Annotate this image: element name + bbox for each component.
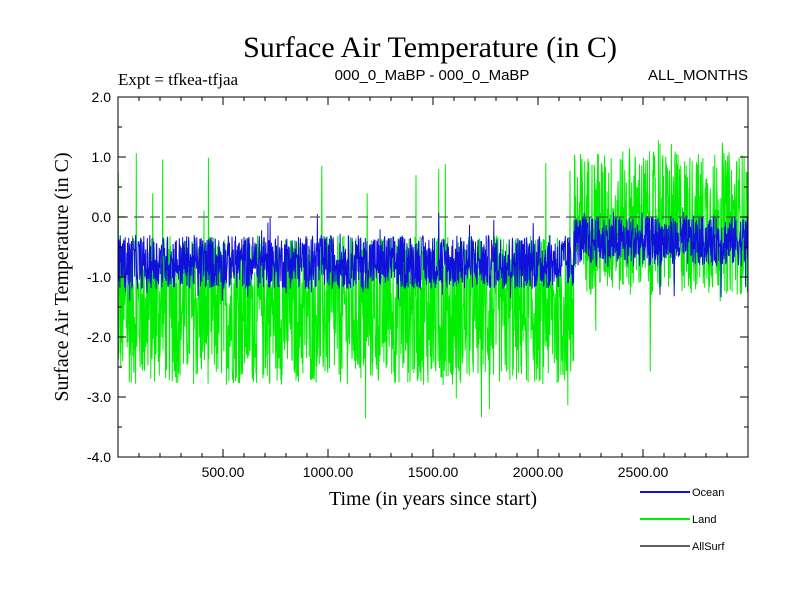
legend-label-allsurf: AllSurf: [692, 541, 725, 553]
y-tick-label: 2.0: [92, 89, 112, 105]
series-layer: [118, 140, 748, 419]
y-tick-label: -1.0: [87, 269, 111, 285]
ticks-layer: 500.00 1000.00 1500.00 2000.00 2500.00 2.0 1.0…: [87, 89, 748, 480]
legend-label-land: Land: [692, 514, 716, 526]
x-tick-label: 1000.00: [303, 464, 354, 480]
x-tick-label: 2500.00: [618, 464, 669, 480]
y-tick-label: -3.0: [87, 389, 111, 405]
x-tick-label: 1500.00: [408, 464, 459, 480]
y-tick-label: -2.0: [87, 329, 111, 345]
chart-subtitle-right: ALL_MONTHS: [648, 67, 748, 84]
chart-subtitle-left: Expt = tfkea-tfjaa: [118, 70, 238, 89]
x-axis-label: Time (in years since start): [329, 488, 537, 510]
chart-subtitle-center: 000_0_MaBP - 000_0_MaBP: [335, 67, 530, 84]
x-tick-label: 500.00: [202, 464, 245, 480]
series-ocean-line: [118, 211, 748, 302]
x-tick-label: 2000.00: [513, 464, 564, 480]
y-tick-label: 0.0: [92, 209, 112, 225]
legend-label-ocean: Ocean: [692, 487, 724, 499]
y-tick-label: 1.0: [92, 149, 112, 165]
y-tick-label: -4.0: [87, 449, 111, 465]
chart-title: Surface Air Temperature (in C): [243, 31, 617, 64]
y-axis-label: Surface Air Temperature (in C): [51, 152, 73, 401]
legend: Ocean Land AllSurf: [640, 487, 725, 553]
